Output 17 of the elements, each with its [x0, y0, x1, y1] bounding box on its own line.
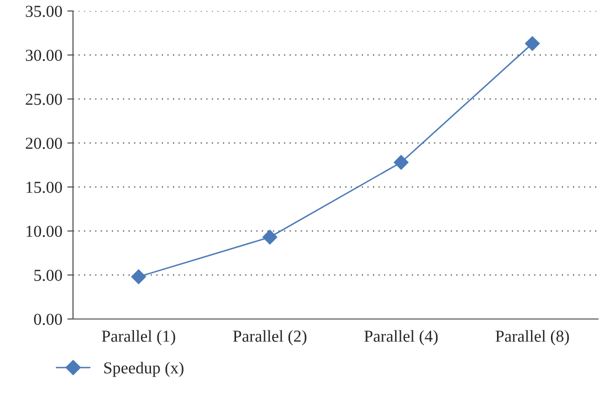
point [262, 230, 278, 245]
x-tick-label: Parallel (1) [102, 330, 176, 346]
y-tick-label: 0.00 [34, 314, 62, 326]
y-tick-label: 35.00 [26, 6, 62, 18]
point [131, 269, 146, 284]
y-tick-label: 20.00 [26, 138, 62, 150]
legend-label: Speedup (x) [104, 362, 184, 377]
x-tick-label: Parallel (2) [233, 330, 306, 346]
x-tick-label: Parallel (4) [364, 330, 438, 346]
y-tick-label: 15.00 [26, 182, 62, 194]
x-tick-label: Parallel (8) [496, 330, 569, 346]
y-tick-label: 10.00 [26, 226, 62, 238]
y-tick-label: 5.00 [34, 270, 62, 282]
point [524, 36, 540, 51]
y-tick-label: 30.00 [26, 50, 62, 62]
y-tick-label: 25.00 [26, 94, 62, 106]
point [394, 154, 409, 170]
